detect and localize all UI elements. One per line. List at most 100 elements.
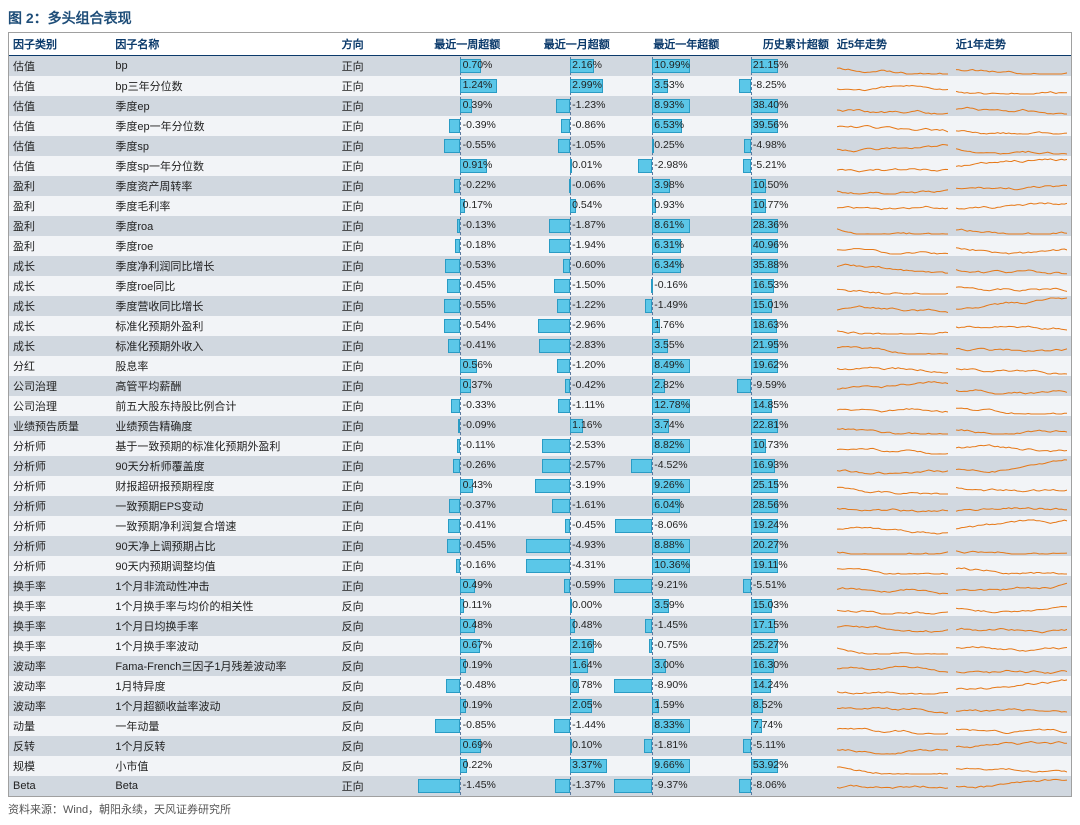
cell-cum-excess: 10.73% <box>723 436 833 456</box>
cell-week-excess: -0.18% <box>395 236 505 256</box>
cell-month-excess: -0.86% <box>504 116 614 136</box>
table-row: 成长 季度营收同比增长 正向 -0.55% -1.22% -1.49% 15.0… <box>9 296 1071 316</box>
cell-week-excess: 0.69% <box>395 736 505 756</box>
table-row: 公司治理 高管平均薪酬 正向 0.37% -0.42% 2.82% -9.59% <box>9 376 1071 396</box>
table-row: 换手率 1个月换手率与均价的相关性 反向 0.11% 0.00% 3.59% 1… <box>9 596 1071 616</box>
table-row: 分析师 90天分析师覆盖度 正向 -0.26% -2.57% -4.52% 16… <box>9 456 1071 476</box>
cell-factor-name: Beta <box>111 776 337 796</box>
cell-category: 分析师 <box>9 556 111 576</box>
cell-direction: 正向 <box>338 556 395 576</box>
cell-direction: 反向 <box>338 676 395 696</box>
cell-week-excess: 0.43% <box>395 476 505 496</box>
cell-year-excess: 6.34% <box>614 256 724 276</box>
cell-factor-name: 季度ep一年分位数 <box>111 116 337 136</box>
cell-spark-1y <box>952 716 1071 736</box>
cell-spark-1y <box>952 756 1071 776</box>
col-header-year: 最近一年超额 <box>614 33 724 56</box>
cell-week-excess: 0.39% <box>395 96 505 116</box>
cell-cum-excess: 25.15% <box>723 476 833 496</box>
cell-spark-1y <box>952 436 1071 456</box>
table-row: 公司治理 前五大股东持股比例合计 正向 -0.33% -1.11% 12.78%… <box>9 396 1071 416</box>
table-row: 分析师 一致预期EPS变动 正向 -0.37% -1.61% 6.04% 28.… <box>9 496 1071 516</box>
table-row: 成长 标准化预期外盈利 正向 -0.54% -2.96% 1.76% 18.63… <box>9 316 1071 336</box>
cell-direction: 反向 <box>338 696 395 716</box>
cell-cum-excess: 16.30% <box>723 656 833 676</box>
cell-spark-5y <box>833 616 952 636</box>
cell-spark-5y <box>833 636 952 656</box>
table-row: 换手率 1个月换手率波动 反向 0.67% 2.16% -0.75% 25.27… <box>9 636 1071 656</box>
cell-spark-1y <box>952 256 1071 276</box>
cell-month-excess: -1.37% <box>504 776 614 796</box>
table-row: 估值 季度sp 正向 -0.55% -1.05% 0.25% -4.98% <box>9 136 1071 156</box>
cell-category: 规模 <box>9 756 111 776</box>
table-row: 波动率 Fama-French三因子1月残差波动率 反向 0.19% 1.64%… <box>9 656 1071 676</box>
cell-week-excess: -0.22% <box>395 176 505 196</box>
cell-cum-excess: -8.06% <box>723 776 833 796</box>
cell-factor-name: 1月特异度 <box>111 676 337 696</box>
cell-factor-name: 小市值 <box>111 756 337 776</box>
cell-week-excess: -0.13% <box>395 216 505 236</box>
table-row: 估值 bp 正向 0.70% 2.16% 10.99% 21.15% <box>9 56 1071 77</box>
table-row: 规模 小市值 反向 0.22% 3.37% 9.66% 53.92% <box>9 756 1071 776</box>
cell-category: 估值 <box>9 116 111 136</box>
cell-cum-excess: 15.03% <box>723 596 833 616</box>
cell-month-excess: -1.87% <box>504 216 614 236</box>
cell-month-excess: 0.00% <box>504 596 614 616</box>
cell-category: 估值 <box>9 136 111 156</box>
cell-spark-5y <box>833 296 952 316</box>
cell-category: 换手率 <box>9 576 111 596</box>
table-row: 业绩预告质量 业绩预告精确度 正向 -0.09% 1.16% 3.74% 22.… <box>9 416 1071 436</box>
col-header-cum: 历史累计超额 <box>723 33 833 56</box>
cell-month-excess: 2.05% <box>504 696 614 716</box>
cell-month-excess: -2.96% <box>504 316 614 336</box>
cell-year-excess: 2.82% <box>614 376 724 396</box>
cell-week-excess: -0.45% <box>395 276 505 296</box>
cell-year-excess: 0.25% <box>614 136 724 156</box>
cell-factor-name: 季度ep <box>111 96 337 116</box>
table-row: Beta Beta 正向 -1.45% -1.37% -9.37% -8.06% <box>9 776 1071 796</box>
cell-factor-name: 1个月换手率波动 <box>111 636 337 656</box>
cell-month-excess: 0.10% <box>504 736 614 756</box>
cell-direction: 正向 <box>338 136 395 156</box>
cell-spark-5y <box>833 196 952 216</box>
table-row: 波动率 1月特异度 反向 -0.48% 0.78% -8.90% 14.24% <box>9 676 1071 696</box>
cell-cum-excess: 10.77% <box>723 196 833 216</box>
cell-factor-name: 高管平均薪酬 <box>111 376 337 396</box>
cell-month-excess: -2.57% <box>504 456 614 476</box>
cell-year-excess: 8.82% <box>614 436 724 456</box>
cell-factor-name: 90天分析师覆盖度 <box>111 456 337 476</box>
cell-month-excess: -1.11% <box>504 396 614 416</box>
cell-week-excess: -0.48% <box>395 676 505 696</box>
cell-direction: 反向 <box>338 656 395 676</box>
cell-category: 估值 <box>9 156 111 176</box>
cell-cum-excess: 19.62% <box>723 356 833 376</box>
cell-year-excess: -9.37% <box>614 776 724 796</box>
cell-category: 盈利 <box>9 216 111 236</box>
cell-month-excess: -1.20% <box>504 356 614 376</box>
cell-spark-5y <box>833 556 952 576</box>
cell-month-excess: -2.53% <box>504 436 614 456</box>
cell-factor-name: 一年动量 <box>111 716 337 736</box>
cell-category: 换手率 <box>9 616 111 636</box>
cell-year-excess: 3.74% <box>614 416 724 436</box>
cell-cum-excess: 19.24% <box>723 516 833 536</box>
cell-direction: 正向 <box>338 316 395 336</box>
table-row: 盈利 季度毛利率 正向 0.17% 0.54% 0.93% 10.77% <box>9 196 1071 216</box>
cell-spark-5y <box>833 676 952 696</box>
cell-factor-name: Fama-French三因子1月残差波动率 <box>111 656 337 676</box>
cell-direction: 正向 <box>338 56 395 77</box>
table-row: 估值 bp三年分位数 正向 1.24% 2.99% 3.53% -8.25% <box>9 76 1071 96</box>
cell-year-excess: -4.52% <box>614 456 724 476</box>
cell-category: 成长 <box>9 276 111 296</box>
cell-factor-name: 90天净上调预期占比 <box>111 536 337 556</box>
cell-spark-5y <box>833 376 952 396</box>
cell-cum-excess: 21.95% <box>723 336 833 356</box>
cell-factor-name: 前五大股东持股比例合计 <box>111 396 337 416</box>
cell-factor-name: 基于一致预期的标准化预期外盈利 <box>111 436 337 456</box>
cell-factor-name: 季度资产周转率 <box>111 176 337 196</box>
cell-category: 估值 <box>9 76 111 96</box>
cell-cum-excess: 35.88% <box>723 256 833 276</box>
cell-spark-1y <box>952 56 1071 77</box>
cell-spark-1y <box>952 396 1071 416</box>
cell-week-excess: -0.26% <box>395 456 505 476</box>
